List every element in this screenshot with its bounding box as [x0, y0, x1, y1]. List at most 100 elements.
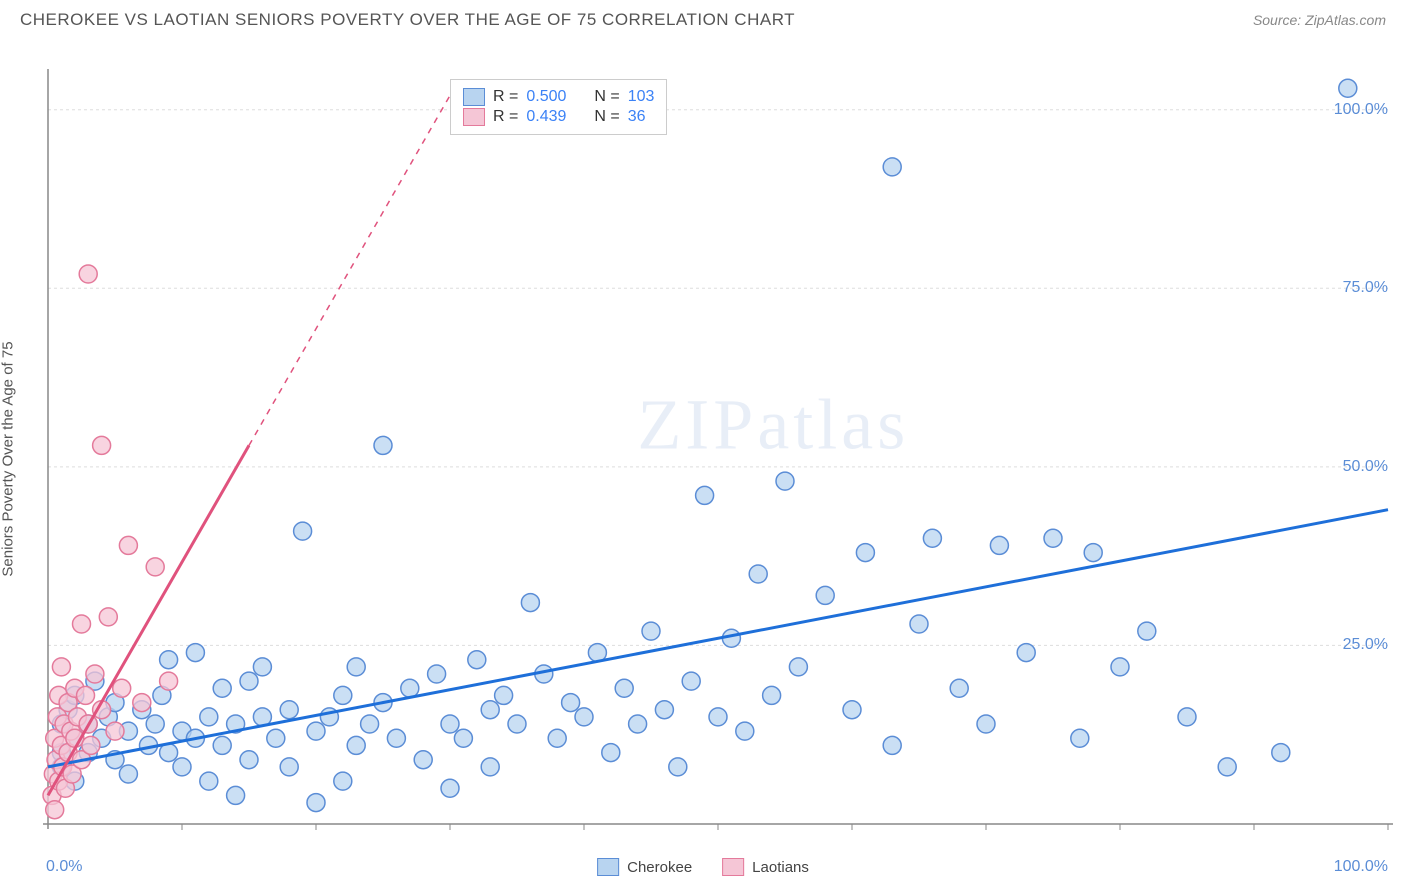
scatter-point — [615, 679, 633, 697]
scatter-point — [776, 472, 794, 490]
r-label: R = — [493, 88, 518, 106]
scatter-point — [1017, 644, 1035, 662]
scatter-point — [79, 265, 97, 283]
legend-series-label: Laotians — [752, 859, 809, 876]
scatter-point — [240, 751, 258, 769]
scatter-point — [562, 694, 580, 712]
scatter-point — [749, 565, 767, 583]
legend-series-item: Laotians — [722, 858, 809, 876]
scatter-point — [1218, 758, 1236, 776]
scatter-point — [1071, 729, 1089, 747]
scatter-point — [856, 544, 874, 562]
scatter-point — [669, 758, 687, 776]
trend-line — [48, 510, 1388, 767]
scatter-point — [119, 765, 137, 783]
legend-swatch — [597, 858, 619, 876]
legend-swatch — [722, 858, 744, 876]
scatter-point — [1178, 708, 1196, 726]
scatter-point — [910, 615, 928, 633]
scatter-point — [454, 729, 472, 747]
scatter-point — [200, 772, 218, 790]
scatter-point — [133, 694, 151, 712]
scatter-point — [763, 686, 781, 704]
scatter-point — [736, 722, 754, 740]
scatter-point — [883, 736, 901, 754]
scatter-point — [629, 715, 647, 733]
y-tick-label: 50.0% — [1343, 458, 1388, 476]
scatter-point — [602, 744, 620, 762]
scatter-point — [93, 436, 111, 454]
scatter-point — [789, 658, 807, 676]
scatter-point — [146, 558, 164, 576]
scatter-point — [160, 672, 178, 690]
n-value: 36 — [628, 108, 646, 126]
scatter-point — [347, 658, 365, 676]
scatter-point — [240, 672, 258, 690]
scatter-point — [508, 715, 526, 733]
scatter-point — [267, 729, 285, 747]
scatter-point — [923, 529, 941, 547]
scatter-point — [521, 594, 539, 612]
scatter-point — [99, 608, 117, 626]
scatter-point — [200, 708, 218, 726]
scatter-point — [119, 536, 137, 554]
scatter-point — [655, 701, 673, 719]
scatter-point — [977, 715, 995, 733]
r-label: R = — [493, 108, 518, 126]
scatter-point — [307, 794, 325, 812]
scatter-point — [883, 158, 901, 176]
scatter-point — [280, 701, 298, 719]
legend-row: R =0.439N = 36 — [463, 108, 654, 126]
scatter-point — [481, 701, 499, 719]
scatter-point — [990, 536, 1008, 554]
scatter-point — [361, 715, 379, 733]
scatter-point — [843, 701, 861, 719]
legend-swatch — [463, 108, 485, 126]
scatter-point — [86, 665, 104, 683]
scatter-point — [1111, 658, 1129, 676]
scatter-point — [709, 708, 727, 726]
scatter-point — [334, 772, 352, 790]
y-tick-label: 75.0% — [1343, 279, 1388, 297]
scatter-point — [387, 729, 405, 747]
trend-line-extension — [249, 95, 450, 445]
n-label: N = — [594, 88, 619, 106]
scatter-point — [1339, 79, 1357, 97]
scatter-point — [682, 672, 700, 690]
scatter-point — [1084, 544, 1102, 562]
y-tick-label: 100.0% — [1334, 101, 1388, 119]
scatter-point — [495, 686, 513, 704]
scatter-point — [213, 736, 231, 754]
scatter-point — [950, 679, 968, 697]
scatter-point — [280, 758, 298, 776]
scatter-point — [428, 665, 446, 683]
scatter-point — [642, 622, 660, 640]
y-tick-label: 25.0% — [1343, 636, 1388, 654]
r-value: 0.439 — [526, 108, 566, 126]
scatter-point — [294, 522, 312, 540]
legend-swatch — [463, 88, 485, 106]
scatter-point — [347, 736, 365, 754]
scatter-point — [334, 686, 352, 704]
legend-series-item: Cherokee — [597, 858, 692, 876]
scatter-point — [414, 751, 432, 769]
scatter-point — [441, 779, 459, 797]
x-tick-max: 100.0% — [1334, 858, 1388, 876]
n-value: 103 — [628, 88, 655, 106]
scatter-point — [46, 801, 64, 819]
scatter-point — [77, 686, 95, 704]
legend-series-label: Cherokee — [627, 859, 692, 876]
scatter-point — [227, 786, 245, 804]
scatter-point — [307, 722, 325, 740]
scatter-point — [696, 486, 714, 504]
scatter-point — [160, 651, 178, 669]
scatter-point — [73, 615, 91, 633]
scatter-point — [82, 736, 100, 754]
scatter-point — [186, 644, 204, 662]
scatter-point — [548, 729, 566, 747]
scatter-point — [374, 436, 392, 454]
scatter-point — [1044, 529, 1062, 547]
scatter-point — [575, 708, 593, 726]
scatter-point — [1138, 622, 1156, 640]
scatter-point — [52, 658, 70, 676]
